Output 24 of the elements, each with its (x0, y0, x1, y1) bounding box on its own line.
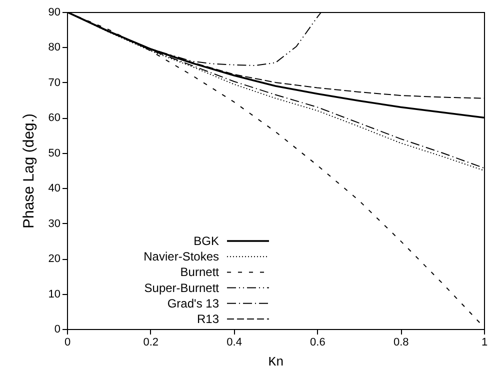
y-tick-label: 40 (48, 182, 60, 195)
y-tick-label: 30 (48, 218, 60, 230)
y-tick-label: 70 (48, 76, 60, 89)
y-tick-label: 0 (54, 324, 60, 336)
y-tick-label: 10 (48, 288, 60, 300)
x-axis-title: Kn (268, 354, 284, 370)
y-tick-label: 50 (48, 147, 60, 160)
y-tick-label: 20 (48, 253, 60, 266)
y-tick-label: 60 (48, 112, 60, 124)
y-axis-title: Phase Lag (deg.) (20, 113, 38, 229)
legend-label: Grad's 13 (167, 296, 220, 310)
legend-label: Burnett (180, 265, 220, 280)
legend-label: R13 (196, 312, 220, 326)
legend-label: BGK (194, 234, 219, 248)
x-tick-label: 0.4 (226, 336, 242, 348)
x-tick-label: 0.2 (143, 336, 159, 348)
legend-label: Super-Burnett (144, 280, 220, 295)
legend-label: Navier-Stokes (144, 250, 219, 264)
x-tick-label: 1 (481, 336, 488, 348)
y-tick-label: 80 (48, 42, 60, 54)
y-tick-label: 90 (48, 6, 60, 18)
x-tick-label: 0 (64, 336, 71, 348)
x-tick-label: 0.8 (393, 336, 409, 348)
x-tick-label: 0.6 (310, 336, 326, 348)
